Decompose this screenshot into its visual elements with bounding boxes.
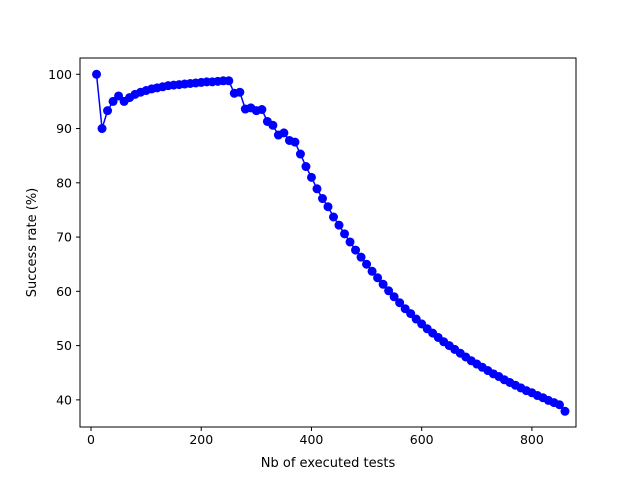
data-point: [306, 172, 316, 182]
y-tick-label: 80: [56, 175, 72, 190]
x-axis-label: Nb of executed tests: [261, 456, 396, 471]
data-point: [92, 69, 102, 79]
data-point: [235, 87, 245, 97]
y-tick-label: 100: [48, 67, 72, 82]
data-point: [114, 91, 124, 101]
data-point: [108, 96, 118, 106]
data-point: [384, 286, 394, 296]
data-point: [97, 124, 107, 134]
data-point: [312, 184, 322, 194]
y-tick-label: 70: [56, 230, 72, 245]
data-point: [334, 220, 344, 230]
data-point: [351, 245, 361, 255]
data-point: [290, 137, 300, 147]
data-point: [295, 149, 305, 159]
data-point: [356, 252, 366, 262]
y-tick-label: 60: [56, 284, 72, 299]
data-point: [317, 194, 327, 204]
data-point: [224, 76, 234, 86]
x-tick-label: 0: [87, 432, 95, 447]
plot-area: [92, 69, 570, 416]
x-tick-label: 400: [300, 432, 324, 447]
x-tick-label: 800: [520, 432, 544, 447]
data-point: [395, 298, 405, 308]
data-point: [345, 237, 355, 247]
axis-ticks: 0 200 400 600 800 40 50 60 70 80 90 100: [48, 67, 544, 447]
data-point: [329, 212, 339, 222]
data-point: [389, 292, 399, 302]
data-point: [340, 229, 350, 239]
data-point: [367, 266, 377, 276]
data-point: [257, 105, 267, 115]
data-point: [373, 273, 383, 283]
data-point: [560, 406, 570, 416]
data-point: [378, 279, 388, 289]
x-tick-label: 200: [189, 432, 213, 447]
data-point: [301, 162, 311, 172]
x-tick-label: 600: [410, 432, 434, 447]
data-point: [279, 128, 289, 138]
data-point: [554, 400, 564, 410]
data-point: [268, 120, 278, 130]
y-tick-label: 40: [56, 392, 72, 407]
y-tick-label: 50: [56, 338, 72, 353]
data-point: [103, 106, 113, 116]
data-point: [323, 202, 333, 212]
y-axis-label: Success rate (%): [25, 188, 40, 298]
data-point: [362, 259, 372, 269]
y-tick-label: 90: [56, 121, 72, 136]
data-point: [406, 309, 416, 319]
plot-frame: [79, 57, 577, 428]
